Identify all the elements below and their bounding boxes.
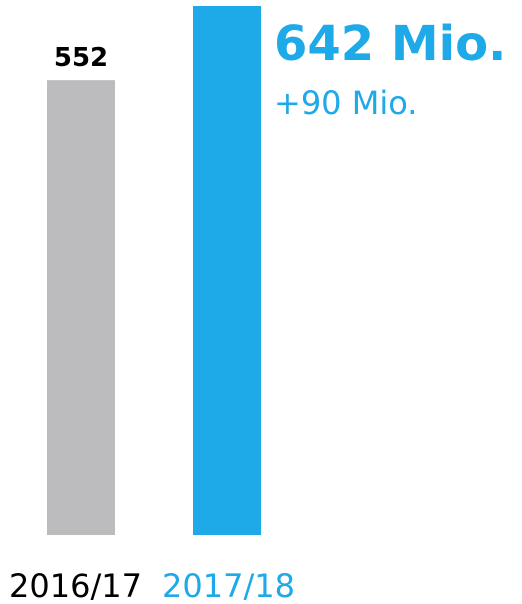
category-label-2017-18: 2017/18: [162, 567, 295, 604]
bar-2017-18: [193, 6, 261, 535]
value-label-2017-18: 642 Mio.: [274, 16, 506, 72]
category-label-2016-17: 2016/17: [9, 567, 142, 604]
bar-2016-17: [47, 80, 115, 536]
value-label-2016-17: 552: [54, 43, 108, 73]
delta-annotation: +90 Mio.: [274, 84, 417, 122]
